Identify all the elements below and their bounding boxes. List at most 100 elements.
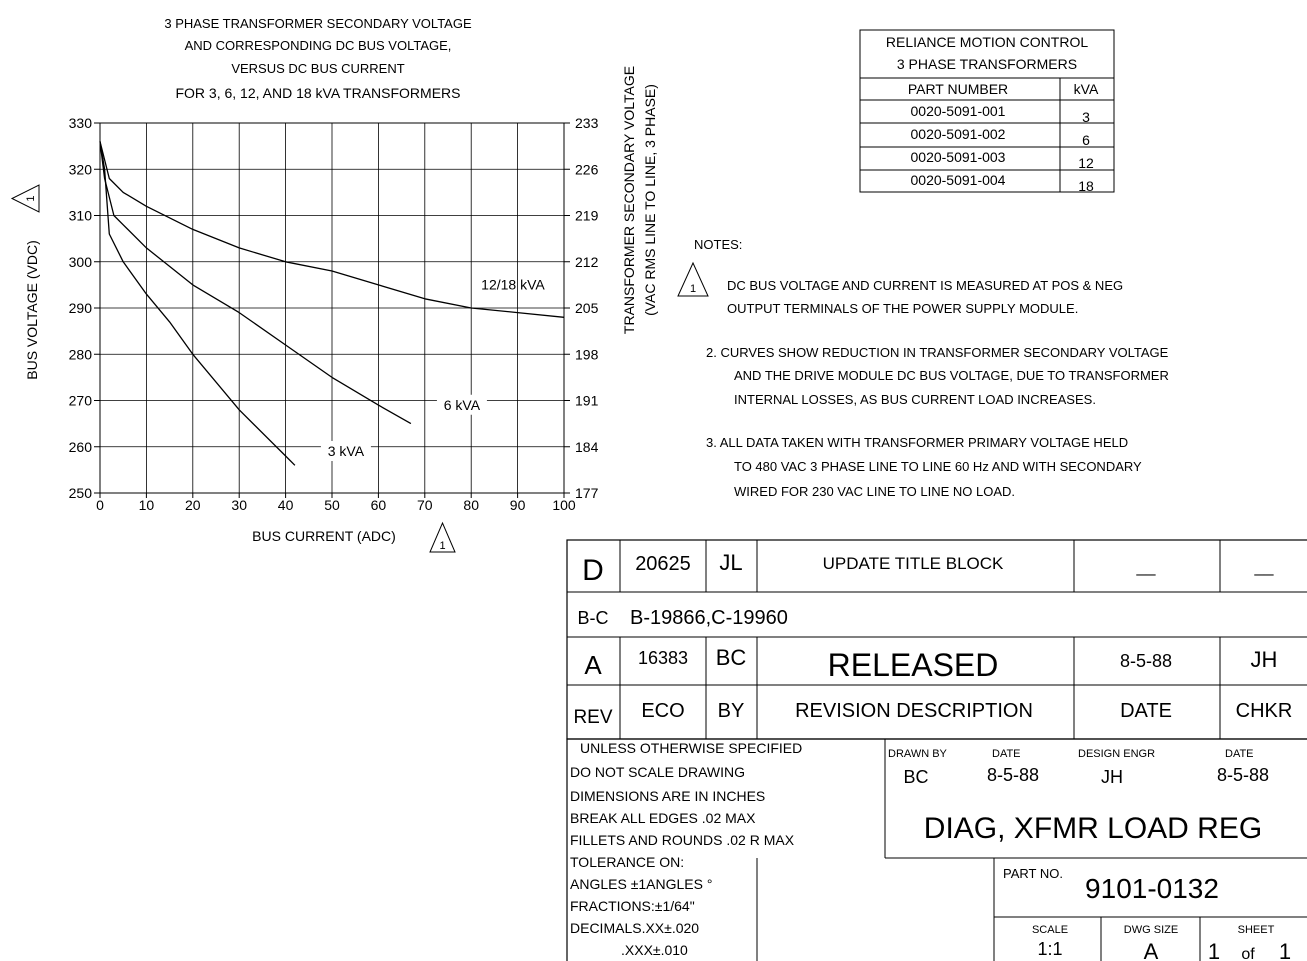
y2-tick-label: 198 [575,346,599,362]
drawing-title: DIAG, XFMR LOAD REG [924,812,1262,845]
chart-title-line-2: AND CORRESPONDING DC BUS VOLTAGE, [185,38,452,53]
part-table-row-2-part: 0020-5091-002 [911,126,1006,142]
rev-header-checker: CHKR [1236,700,1293,722]
y-axis-note-marker-label: 1 [25,195,37,201]
y-tick-label: 310 [69,208,93,224]
spec-line-8: FRACTIONS:±1/64" [570,898,695,914]
x-tick-label: 0 [96,497,104,513]
part-table-title-line-1: RELIANCE MOTION CONTROL [886,34,1088,50]
part-table-header-part: PART NUMBER [908,81,1008,97]
note-triangle-icon [429,521,456,553]
dwg-size-label: DWG SIZE [1124,924,1178,936]
y2-tick-label: 212 [575,254,599,270]
drawing-notes: NOTES: 1 DC BUS VOLTAGE AND CURRENT IS M… [677,237,1169,499]
chart-title-line-3: VERSUS DC BUS CURRENT [231,61,404,76]
rev-a-by: BC [716,645,747,670]
note-3-line-2: TO 480 VAC 3 PHASE LINE TO LINE 60 Hz AN… [734,459,1142,474]
rev-header-description: REVISION DESCRIPTION [795,700,1033,722]
secondary-axis-label-line-1: TRANSFORMER SECONDARY VOLTAGE [621,66,637,334]
y-tick-label: 270 [69,393,93,409]
x-axis-note-marker-label: 1 [439,540,445,552]
part-table-row-3-kva: 12 [1078,155,1094,171]
x-tick-label: 80 [463,497,479,513]
design-engr-label: DESIGN ENGR [1078,748,1155,760]
series-line [99,141,565,318]
x-axis-note-marker: 1 [429,521,456,553]
spec-line-2: DO NOT SCALE DRAWING [570,764,745,780]
sheet-of: of [1241,946,1255,961]
x-tick-label: 20 [185,497,201,513]
spec-line-6: TOLERANCE ON: [570,854,684,870]
x-tick-label: 10 [139,497,155,513]
rev-d-description: UPDATE TITLE BLOCK [823,554,1004,573]
y-tick-label: 250 [69,485,93,501]
rev-a-letter: A [584,650,602,680]
note-1-marker: 1 [690,283,696,295]
chart-grid [94,122,570,498]
y2-tick-label: 219 [575,208,599,224]
x-tick-label: 40 [278,497,294,513]
rev-header-by: BY [718,700,745,722]
y2-tick-label: 226 [575,161,599,177]
x-axis-label: BUS CURRENT (ADC) [252,528,396,544]
series-label: 6 kVA [444,397,481,413]
y2-tick-label: 233 [575,115,599,131]
series-line [99,141,412,425]
series-label: 12/18 kVA [481,277,545,293]
rev-header-date: DATE [1120,700,1172,722]
design-engr: JH [1101,767,1123,787]
part-no: 9101-0132 [1085,873,1219,904]
part-table-row-4-kva: 18 [1078,178,1094,194]
spec-line-10: .XXX±.010 [621,942,688,958]
rev-a-checker: JH [1251,647,1278,672]
x-tick-label: 100 [552,497,576,513]
load-regulation-chart: 3 PHASE TRANSFORMER SECONDARY VOLTAGE AN… [10,16,658,553]
spec-line-1: UNLESS OTHERWISE SPECIFIED [580,740,802,756]
spec-line-9: DECIMALS.XX±.020 [570,920,699,936]
rev-a-description: RELEASED [828,647,999,683]
title-block: UNLESS OTHERWISE SPECIFIED DO NOT SCALE … [566,738,1307,961]
series-label-background [320,441,371,461]
part-table-row-1-kva: 3 [1082,109,1090,125]
spec-line-5: FILLETS AND ROUNDS .02 R MAX [570,832,795,848]
dwg-size-value: A [1144,939,1159,961]
series-label-background [436,394,487,415]
y-axis-label: BUS VOLTAGE (VDC) [24,240,40,380]
note-2-line-1: 2. CURVES SHOW REDUCTION IN TRANSFORMER … [706,345,1169,360]
design-date: 8-5-88 [1217,765,1269,785]
chart-title-line-4: FOR 3, 6, 12, AND 18 kVA TRANSFORMERS [175,85,460,101]
rev-d-letter: D [582,554,604,587]
scale-value: 1:1 [1037,939,1062,959]
y-tick-label: 330 [69,115,93,131]
rev-d-by: JL [719,550,742,575]
x-tick-label: 30 [231,497,247,513]
rev-d-eco: 20625 [635,553,691,575]
note-3-line-3: WIRED FOR 230 VAC LINE TO LINE NO LOAD. [734,484,1015,499]
y2-tick-label: 177 [575,485,599,501]
y2-tick-label: 205 [575,300,599,316]
rev-header-rev: REV [573,707,612,728]
chart-title-line-1: 3 PHASE TRANSFORMER SECONDARY VOLTAGE [164,16,472,31]
rev-a-eco: 16383 [638,648,688,668]
sheet-label: SHEET [1238,924,1275,936]
part-table-row-2-kva: 6 [1082,132,1090,148]
x-tick-label: 50 [324,497,340,513]
rev-a-date: 8-5-88 [1120,651,1172,671]
chart-tick-labels: 0 10 20 30 40 50 60 70 80 90 100 250 177 260 184 270 191… [69,115,599,513]
part-no-label: PART NO. [1003,866,1063,881]
spec-line-7: ANGLES ±1ANGLES ° [570,876,712,892]
notes-heading: NOTES: [694,237,742,252]
spec-line-4: BREAK ALL EDGES .02 MAX [570,810,756,826]
revision-block: D 20625 JL UPDATE TITLE BLOCK __ __ B-C … [566,539,1307,740]
part-table-row-1-part: 0020-5091-001 [911,103,1006,119]
part-table-title-line-2: 3 PHASE TRANSFORMERS [897,56,1077,72]
secondary-axis-label-line-2: (VAC RMS LINE TO LINE, 3 PHASE) [642,84,658,316]
y2-tick-label: 191 [575,393,599,409]
rev-header-eco: ECO [641,700,684,722]
sheet-total: 1 [1279,939,1291,961]
chart-series: 3 kVA 6 kVA 12/18 kVA [99,141,565,466]
part-table-row-3-part: 0020-5091-003 [911,149,1006,165]
x-tick-label: 70 [417,497,433,513]
note-3-line-1: 3. ALL DATA TAKEN WITH TRANSFORMER PRIMA… [706,435,1128,450]
